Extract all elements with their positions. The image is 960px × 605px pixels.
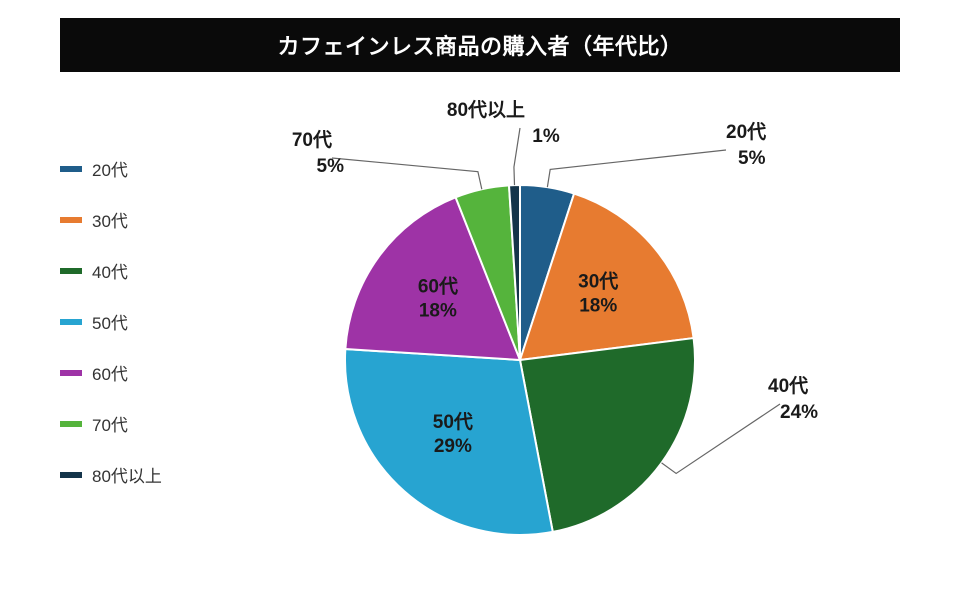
slice-label: 20代	[726, 121, 766, 143]
slice-percent: 18%	[579, 295, 617, 316]
pie-chart: 30代 18% 50代 29% 60代 18% 20代 5% 40代 24% 70代 5% 80代以上 1…	[0, 90, 960, 590]
slice-percent: 18%	[419, 300, 457, 321]
page-root: カフェインレス商品の購入者（年代比） 20代 30代 40代 50代 60代 70代 80代…	[0, 0, 960, 605]
leader-line	[547, 150, 726, 187]
slice-percent: 24%	[780, 402, 818, 423]
leader-line	[514, 128, 520, 185]
slice-percent: 1%	[532, 126, 560, 147]
title-bar: カフェインレス商品の購入者（年代比）	[60, 18, 900, 72]
slice-label: 60代	[418, 275, 458, 297]
slice-percent: 5%	[317, 156, 345, 177]
slice-label: 30代	[578, 270, 618, 292]
slice-label: 40代	[768, 375, 808, 397]
slice-percent: 29%	[434, 436, 472, 457]
slice-label: 80代以上	[447, 99, 525, 121]
slice-label: 50代	[433, 411, 473, 433]
slice-percent: 5%	[738, 148, 766, 169]
page-title: カフェインレス商品の購入者（年代比）	[277, 29, 682, 61]
chart-area: 20代 30代 40代 50代 60代 70代 80代以上 30代 18% 50代 29% 60代 1…	[0, 90, 960, 590]
slice-label: 70代	[292, 129, 332, 151]
leader-line	[332, 158, 482, 189]
